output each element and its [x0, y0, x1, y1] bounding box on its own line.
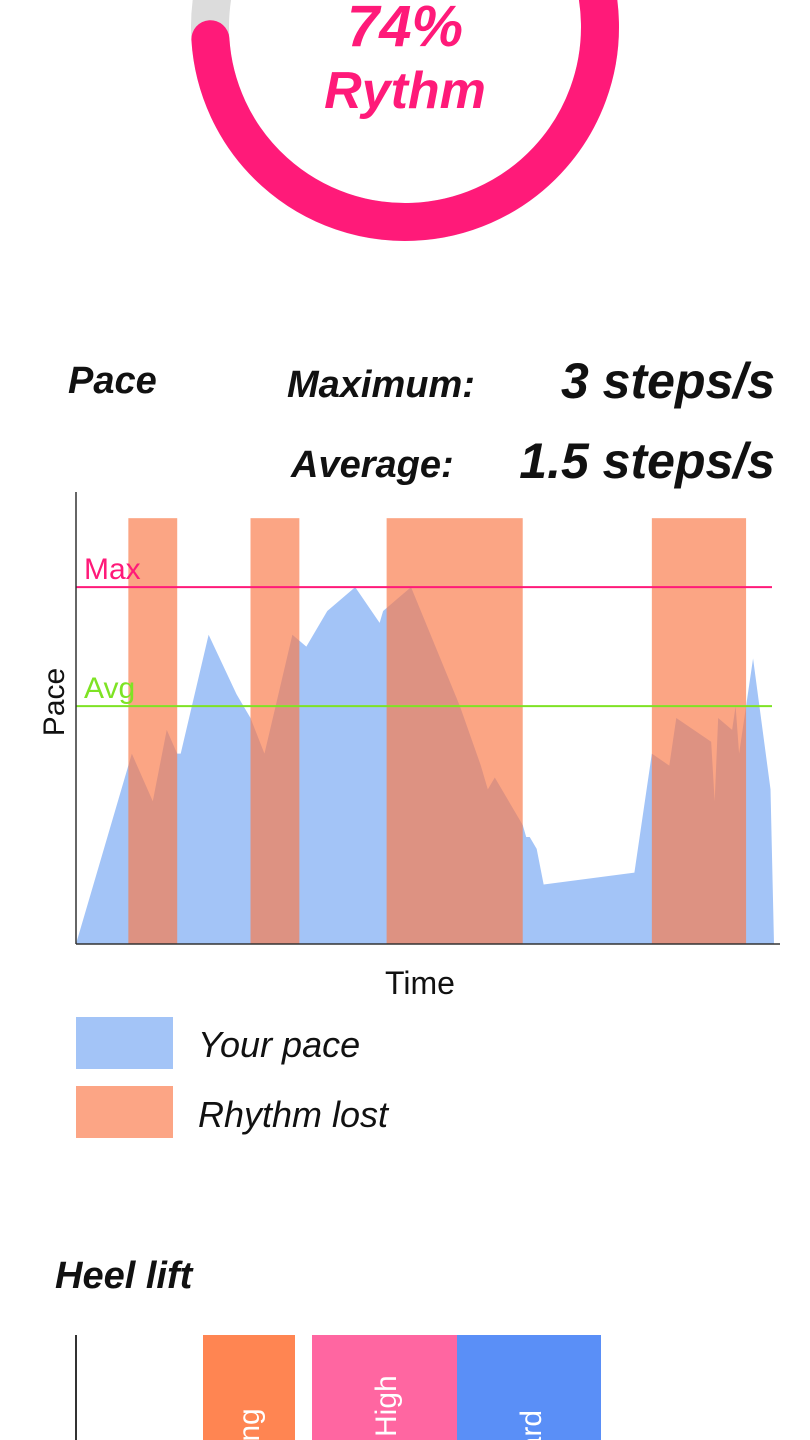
- legend-swatch-rhythm-lost: [76, 1086, 173, 1138]
- heel-lift-bar-label: Hard: [515, 1410, 549, 1440]
- rhythm-lost-interval: [128, 518, 178, 944]
- heel-lift-title: Heel lift: [55, 1255, 193, 1297]
- legend-label-your-pace: Your pace: [198, 1024, 361, 1065]
- rhythm-gauge: [191, 0, 619, 241]
- legend-swatch-your-pace: [76, 1017, 173, 1069]
- pace-chart: Max Avg Time Pace: [38, 492, 780, 1001]
- y-axis-label: Pace: [38, 668, 71, 736]
- pace-average-label: Average:: [291, 444, 454, 486]
- rhythm-label: Rythm: [324, 62, 486, 120]
- rhythm-lost-interval: [250, 518, 300, 944]
- legend-label-rhythm-lost: Rhythm lost: [198, 1094, 389, 1135]
- pace-maximum-value: 3 steps/s: [560, 353, 775, 409]
- rhythm-lost-interval: [386, 518, 523, 944]
- x-axis-label: Time: [385, 965, 455, 1001]
- heel-lift-bar-high: High: [312, 1335, 457, 1440]
- rhythm-gauge-progress: [191, 0, 619, 241]
- heel-lift-bar-label: Long: [233, 1408, 267, 1440]
- reference-label-max: Max: [84, 553, 141, 586]
- heel-lift-bar-hard: Hard: [457, 1335, 601, 1440]
- heel-lift-bar-label: High: [370, 1375, 403, 1437]
- reference-label-avg: Avg: [84, 672, 135, 705]
- rhythm-lost-interval: [651, 518, 747, 944]
- pace-average-value: 1.5 steps/s: [519, 433, 775, 489]
- heel-lift-bar-long: Long: [203, 1335, 295, 1440]
- pace-title: Pace: [68, 360, 157, 402]
- pace-maximum-label: Maximum:: [287, 364, 475, 406]
- heel-lift-axis: [75, 1335, 77, 1440]
- rhythm-percent: 74%: [346, 0, 464, 59]
